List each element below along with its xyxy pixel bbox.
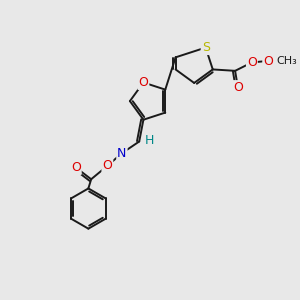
Text: CH₃: CH₃ — [276, 56, 297, 66]
Text: O: O — [263, 55, 273, 68]
Text: O: O — [102, 159, 112, 172]
Text: O: O — [139, 76, 148, 89]
Text: O: O — [247, 56, 257, 69]
Text: S: S — [202, 41, 210, 54]
Text: O: O — [233, 81, 243, 94]
Text: H: H — [145, 134, 154, 147]
Text: N: N — [117, 147, 127, 160]
Text: O: O — [71, 161, 81, 174]
